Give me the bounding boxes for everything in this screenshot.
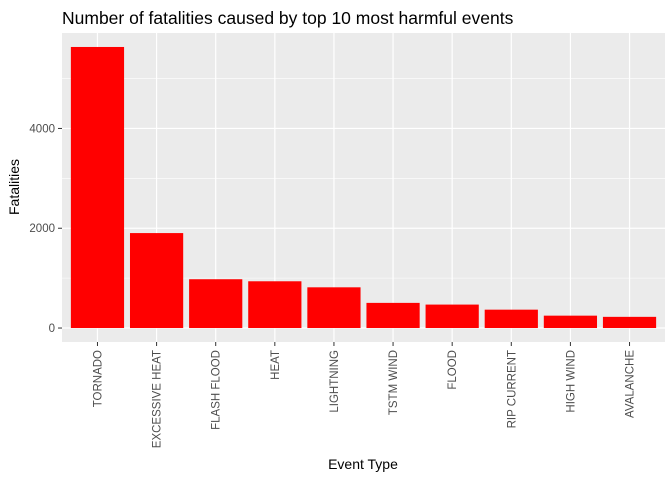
bar: [129, 233, 184, 329]
x-tick-label: LIGHTNING: [329, 350, 341, 413]
x-axis: TORNADO EXCESSIVE HEAT FLASH FLOOD HEAT LIGH…: [92, 342, 637, 448]
x-tick-label: HEAT: [270, 350, 282, 380]
y-axis-title: Fatalities: [6, 159, 22, 215]
bar: [189, 279, 243, 329]
bar: [543, 315, 598, 329]
x-axis-title: Event Type: [328, 456, 398, 472]
x-tick-label: TORNADO: [92, 350, 104, 407]
bar: [366, 302, 420, 329]
chart-title: Number of fatalities caused by top 10 mo…: [62, 8, 514, 28]
bars: [70, 46, 657, 329]
x-tick-label: RIP CURRENT: [506, 350, 518, 428]
y-tick-label: 2000: [29, 223, 55, 235]
bar: [248, 281, 302, 329]
x-tick-label: FLASH FLOOD: [211, 350, 223, 430]
x-tick-label: TSTM WIND: [388, 350, 400, 415]
bar: [307, 287, 361, 329]
y-tick-label: 4000: [29, 123, 55, 135]
bar: [484, 309, 538, 329]
x-tick-label: HIGH WIND: [565, 350, 577, 413]
x-tick-label: EXCESSIVE HEAT: [152, 350, 164, 448]
bar: [425, 304, 479, 329]
y-axis: 0 2000 4000: [29, 123, 62, 335]
y-tick-label: 0: [49, 323, 55, 335]
bar: [602, 316, 657, 329]
x-tick-label: FLOOD: [447, 350, 459, 390]
x-tick-label: AVALANCHE: [625, 350, 637, 418]
bar: [70, 46, 125, 329]
